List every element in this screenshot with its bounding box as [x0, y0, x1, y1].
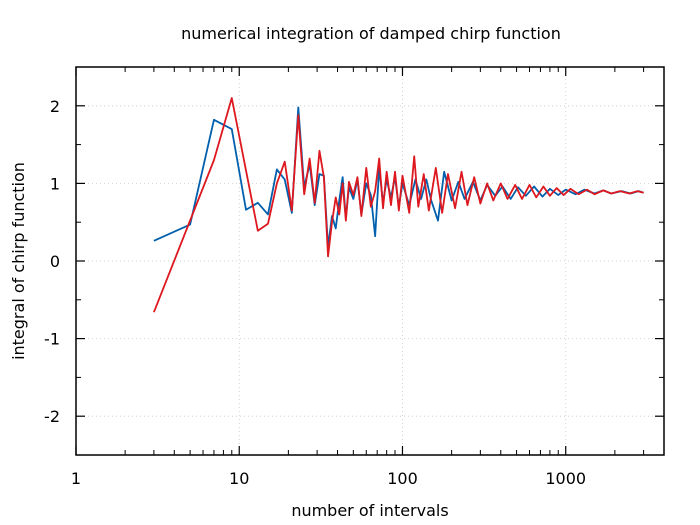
grid-lines: [76, 67, 664, 455]
x-tick-label: 10: [229, 469, 249, 488]
y-tick-label: 0: [50, 252, 60, 271]
series-line-1: [153, 106, 644, 248]
x-axis-label: number of intervals: [291, 501, 448, 520]
y-axis-label: integral of chirp function: [9, 162, 28, 360]
y-tick-label: -2: [44, 407, 60, 426]
plot-area: [153, 97, 644, 313]
tick-labels: 1 10 100 1000 -2 -1 0 1 2: [44, 97, 586, 488]
y-tick-label: 2: [50, 97, 60, 116]
chart-title: numerical integration of damped chirp fu…: [181, 24, 561, 43]
y-tick-label: -1: [44, 330, 60, 349]
x-tick-label: 1000: [545, 469, 586, 488]
series-line-2: [153, 97, 644, 313]
y-tick-label: 1: [50, 174, 60, 193]
x-tick-label: 1: [71, 469, 81, 488]
plot-frame: [75, 66, 665, 456]
x-tick-label: 100: [387, 469, 418, 488]
series-group: [153, 97, 644, 313]
